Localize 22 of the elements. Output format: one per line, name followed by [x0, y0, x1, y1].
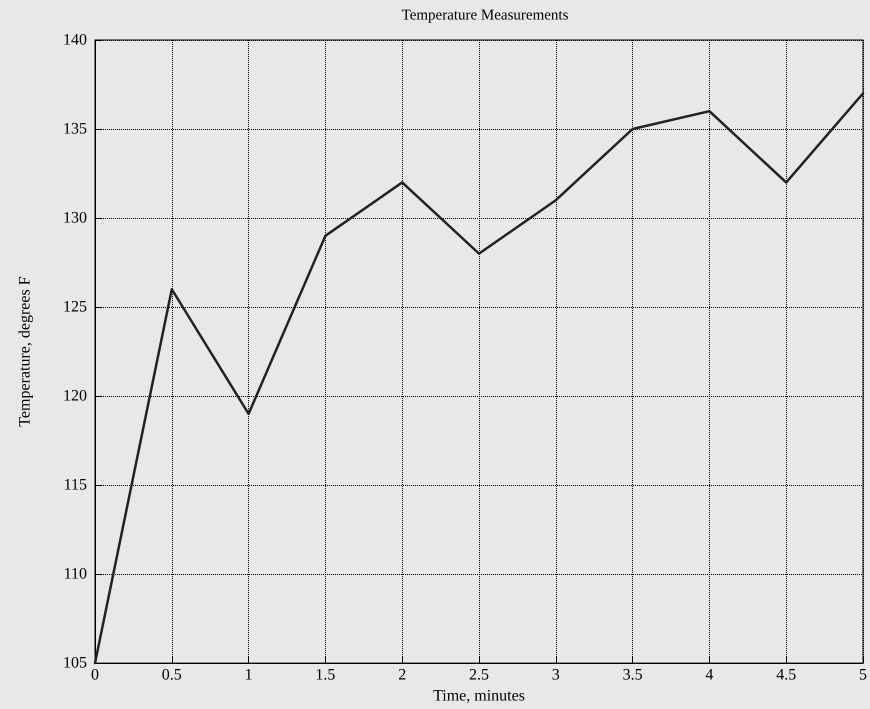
x-tick-label: 2	[398, 666, 406, 684]
y-tick-label: 125	[63, 298, 87, 316]
x-tick-label: 4.5	[776, 666, 796, 684]
y-axis-title: Temperature, degrees F	[16, 276, 34, 427]
x-tick-label: 1	[244, 666, 253, 684]
x-tick-label: 4	[705, 666, 714, 684]
x-tick-label: 2.5	[469, 666, 489, 684]
y-tick-label: 140	[63, 32, 87, 48]
x-axis-title: Time, minutes	[433, 688, 525, 704]
x-tick-label: 5	[859, 666, 867, 684]
y-tick-label: 135	[63, 120, 87, 138]
x-tick-label: 0	[91, 666, 99, 684]
x-tick-label: 0.5	[162, 666, 182, 684]
x-tick-label: 3.5	[622, 666, 643, 684]
y-tick-label: 115	[64, 476, 87, 494]
y-tick-label: 105	[63, 654, 87, 672]
x-tick-label: 1.5	[315, 666, 336, 684]
chart-title: Temperature Measurements	[402, 8, 569, 24]
y-tick-label: 110	[64, 566, 87, 583]
y-tick-label: 130	[63, 210, 87, 227]
y-tick-label: 120	[63, 388, 87, 405]
x-tick-label: 3	[552, 666, 560, 684]
